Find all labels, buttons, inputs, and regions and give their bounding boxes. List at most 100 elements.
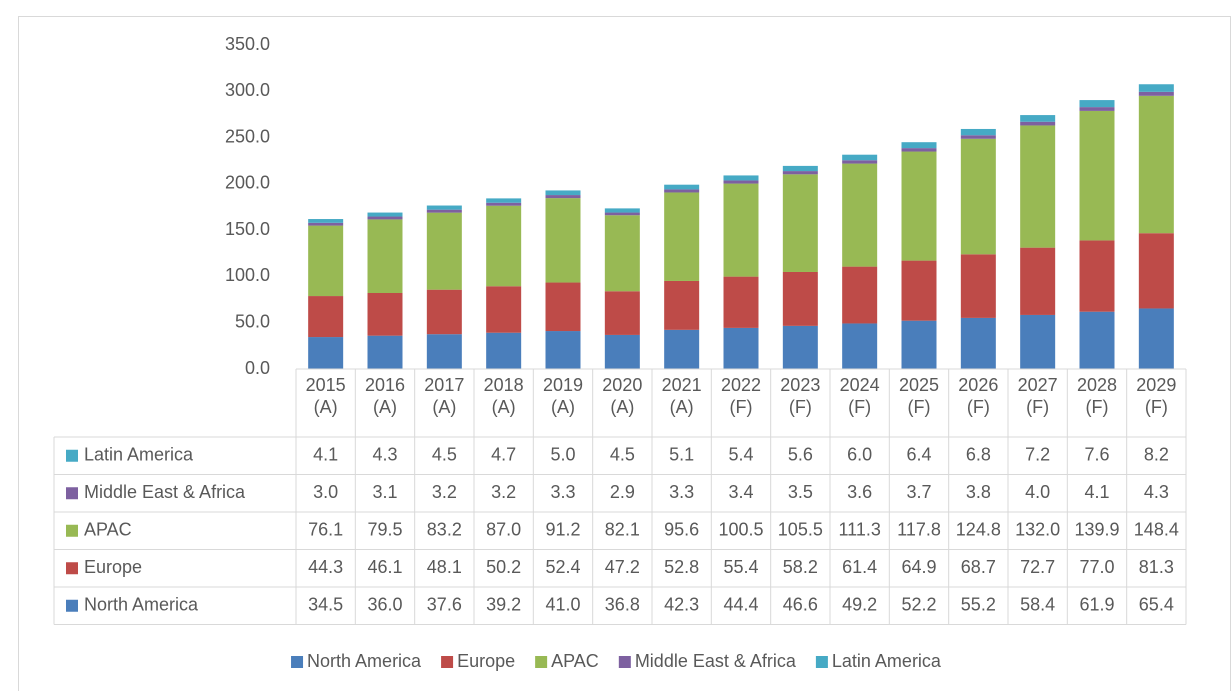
table-cell: 3.5 — [788, 482, 813, 502]
bar-segment — [1079, 110, 1115, 241]
y-tick-label: 50.0 — [235, 311, 270, 331]
table-legend-key — [66, 487, 78, 500]
bar-segment — [723, 276, 759, 328]
bar-segment — [723, 180, 759, 184]
bar-segment — [782, 271, 818, 326]
table-cell: 7.6 — [1084, 445, 1109, 465]
table-row-label: APAC — [84, 520, 132, 540]
table-cell: 4.3 — [372, 445, 397, 465]
bar-segment — [545, 282, 581, 332]
table-cell: 91.2 — [545, 520, 580, 540]
bar-segment — [1138, 84, 1174, 92]
bar-segment — [604, 208, 640, 213]
table-row-label: North America — [84, 595, 199, 615]
x-tick-label: 2029 (F) — [1136, 375, 1176, 417]
table-cell: 111.3 — [838, 520, 880, 540]
x-tick-label: 2015 (A) — [306, 375, 346, 417]
x-tick-label: 2024 (F) — [840, 375, 880, 417]
table-cell: 7.2 — [1025, 445, 1050, 465]
table-cell: 77.0 — [1079, 557, 1114, 577]
table-cell: 2.9 — [610, 482, 635, 502]
x-tick-label: 2022 (F) — [721, 375, 761, 417]
table-cell: 52.2 — [901, 595, 936, 615]
bar-segment — [901, 260, 937, 321]
bar-segment — [960, 128, 996, 136]
table-cell: 148.4 — [1134, 520, 1179, 540]
table-cell: 5.6 — [788, 445, 813, 465]
legend-key — [815, 656, 828, 668]
table-cell: 52.8 — [664, 557, 699, 577]
table-cell: 79.5 — [367, 520, 402, 540]
bar-segment — [486, 198, 522, 203]
bar-segment — [604, 215, 640, 292]
bar-segment — [604, 212, 640, 216]
table-cell: 58.4 — [1020, 595, 1055, 615]
table-cell: 55.2 — [961, 595, 996, 615]
table-cell: 3.1 — [372, 482, 397, 502]
x-tick-label: 2018 (A) — [484, 375, 524, 417]
bar-segment — [1079, 107, 1115, 111]
table-cell: 4.1 — [1084, 482, 1109, 502]
table-cell: 3.6 — [847, 482, 872, 502]
bar-segment — [367, 292, 403, 336]
bar-segment — [1020, 247, 1056, 315]
bar-segment — [901, 151, 937, 261]
table-cell: 4.5 — [610, 445, 635, 465]
bar-segment — [367, 219, 403, 293]
bar-segment — [1020, 314, 1056, 369]
bar-segment — [960, 135, 996, 139]
bar-segment — [308, 337, 344, 369]
table-cell: 3.4 — [728, 482, 753, 502]
bar-segment — [664, 280, 700, 330]
x-tick-label: 2019 (A) — [543, 375, 583, 417]
table-cell: 61.9 — [1079, 595, 1114, 615]
table-legend-key — [66, 524, 78, 537]
bar-segment — [1079, 240, 1115, 312]
bar-segment — [782, 174, 818, 272]
bar-segment — [308, 219, 344, 223]
table-cell: 5.1 — [669, 445, 694, 465]
bar-segment — [545, 195, 581, 199]
bar-segment — [1079, 311, 1115, 369]
table-cell: 55.4 — [723, 557, 758, 577]
bar-segment — [545, 331, 581, 369]
table-cell: 117.8 — [897, 520, 941, 540]
table-cell: 4.7 — [491, 445, 516, 465]
bar-segment — [1138, 91, 1174, 96]
y-tick-label: 150.0 — [225, 219, 270, 239]
bar-segment — [308, 296, 344, 338]
bar-segment — [308, 222, 344, 226]
legend-label: Middle East & Africa — [635, 651, 797, 671]
bar-segment — [1138, 308, 1174, 369]
table-cell: 6.8 — [966, 445, 991, 465]
x-tick-label: 2028 (F) — [1077, 375, 1117, 417]
table-cell: 37.6 — [427, 595, 462, 615]
table-cell: 4.1 — [313, 445, 338, 465]
bar-segment — [426, 289, 462, 335]
table-row-label: Latin America — [84, 445, 194, 465]
x-tick-label: 2025 (F) — [899, 375, 939, 417]
bar-segment — [426, 209, 462, 213]
x-tick-label: 2027 (F) — [1018, 375, 1058, 417]
table-cell: 81.3 — [1139, 557, 1174, 577]
x-tick-label: 2020 (A) — [602, 375, 642, 417]
table-cell: 4.3 — [1144, 482, 1169, 502]
table-cell: 95.6 — [664, 520, 699, 540]
table-cell: 58.2 — [783, 557, 818, 577]
legend-label: North America — [307, 651, 422, 671]
bar-segment — [1138, 95, 1174, 234]
legend-label: Europe — [457, 651, 515, 671]
y-tick-label: 0.0 — [245, 358, 270, 378]
y-tick-label: 250.0 — [225, 126, 270, 146]
table-cell: 42.3 — [664, 595, 699, 615]
table-cell: 39.2 — [486, 595, 521, 615]
y-tick-label: 350.0 — [225, 34, 270, 54]
bar-segment — [1138, 233, 1174, 309]
table-cell: 52.4 — [545, 557, 580, 577]
table-cell: 64.9 — [901, 557, 936, 577]
bar-segment — [901, 320, 937, 369]
table-legend-key — [66, 449, 78, 462]
bar-segment — [367, 335, 403, 369]
bar-segment — [486, 202, 522, 206]
bar-segment — [842, 154, 878, 161]
